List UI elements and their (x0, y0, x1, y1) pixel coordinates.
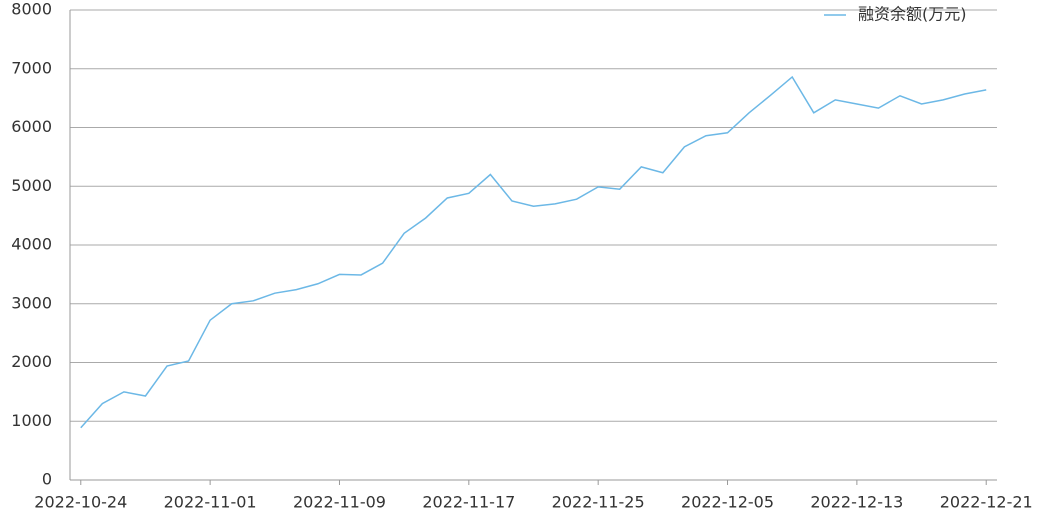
y-tick-label: 7000 (11, 58, 52, 77)
x-tick-label: 2022-10-24 (34, 493, 127, 512)
y-tick-label: 2000 (11, 352, 52, 371)
x-tick-label: 2022-12-05 (681, 493, 774, 512)
legend-label: 融资余额(万元) (858, 5, 967, 24)
x-tick-label: 2022-12-13 (810, 493, 903, 512)
y-tick-label: 1000 (11, 411, 52, 430)
x-tick-label: 2022-11-01 (164, 493, 257, 512)
y-tick-label: 0 (42, 470, 52, 489)
y-tick-label: 8000 (11, 0, 52, 19)
x-tick-label: 2022-11-09 (293, 493, 386, 512)
y-tick-label: 4000 (11, 235, 52, 254)
x-tick-label: 2022-12-21 (940, 493, 1033, 512)
x-tick-label: 2022-11-17 (422, 493, 515, 512)
data-line (80, 75, 987, 429)
x-tick-label: 2022-11-25 (552, 493, 645, 512)
y-tick-label: 3000 (11, 293, 52, 312)
y-tick-label: 5000 (11, 176, 52, 195)
y-tick-label: 6000 (11, 117, 52, 136)
